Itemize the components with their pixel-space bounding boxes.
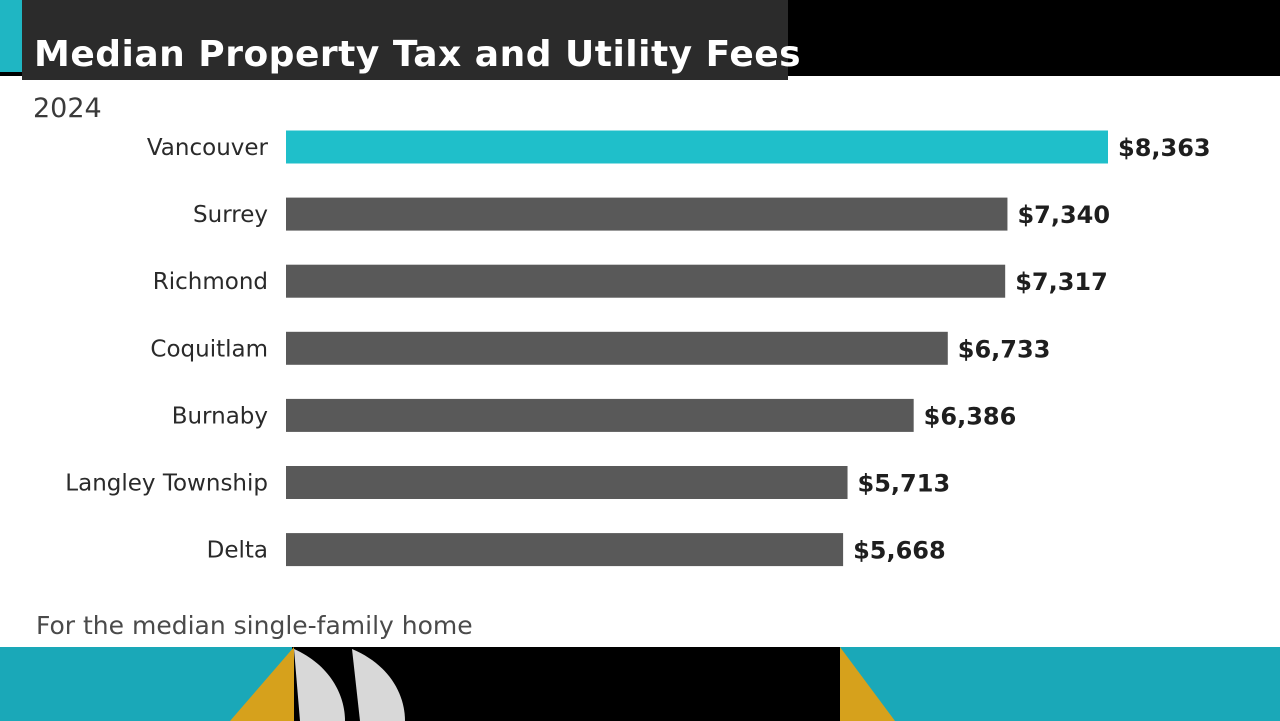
value-label: $7,340 bbox=[1017, 201, 1110, 229]
chart-subtitle: 2024 bbox=[33, 93, 102, 124]
category-label: Surrey bbox=[193, 202, 268, 228]
bar-langley-township bbox=[286, 466, 848, 499]
chart-footnote: For the median single-family home bbox=[36, 611, 473, 640]
value-label: $6,386 bbox=[924, 402, 1017, 430]
title-box bbox=[22, 0, 788, 80]
sail-shape-left bbox=[294, 649, 345, 721]
category-label: Coquitlam bbox=[150, 336, 268, 362]
bar-chart: Vancouver $8,363 Surrey $7,340 Richmond $7,31… bbox=[65, 130, 1211, 567]
category-label: Langley Township bbox=[65, 471, 268, 497]
value-label: $5,668 bbox=[853, 537, 946, 565]
teal-accent-tab bbox=[0, 0, 22, 72]
bar-burnaby bbox=[286, 398, 914, 432]
category-label: Vancouver bbox=[147, 135, 269, 161]
category-label: Burnaby bbox=[172, 403, 268, 429]
chart-title: Median Property Tax and Utility Fees bbox=[34, 34, 802, 75]
category-label: Delta bbox=[207, 538, 268, 564]
value-label: $8,363 bbox=[1118, 134, 1211, 162]
value-label: $6,733 bbox=[958, 335, 1051, 363]
bar-delta bbox=[286, 533, 844, 567]
value-label: $5,713 bbox=[858, 470, 951, 498]
sail-shape-right bbox=[352, 649, 405, 721]
value-label: $7,317 bbox=[1015, 268, 1108, 296]
bar-vancouver bbox=[286, 130, 1108, 164]
bottom-decoration bbox=[230, 647, 895, 721]
gold-triangle-right bbox=[840, 647, 895, 721]
bar-coquitlam bbox=[286, 331, 948, 365]
bar-surrey bbox=[286, 197, 1008, 231]
gold-triangle-left bbox=[230, 647, 294, 721]
bar-richmond bbox=[286, 264, 1006, 298]
category-label: Richmond bbox=[153, 269, 268, 295]
